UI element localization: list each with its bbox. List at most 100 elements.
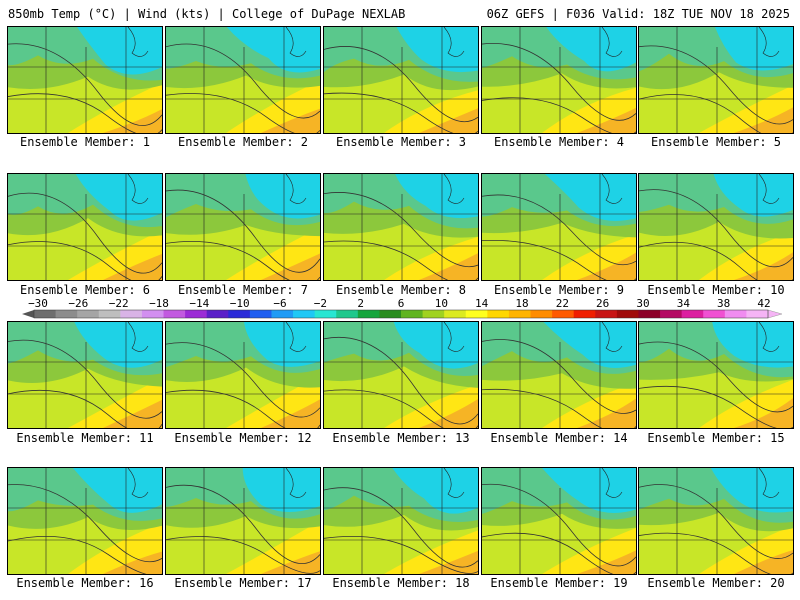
temperature-map bbox=[8, 174, 162, 280]
temperature-map bbox=[324, 174, 478, 280]
ensemble-member-label: Ensemble Member: 11 bbox=[16, 431, 154, 445]
colorbar-swatch bbox=[34, 310, 57, 318]
cold-core bbox=[392, 468, 478, 514]
hottest-band bbox=[734, 107, 793, 133]
colorbar-swatch bbox=[681, 310, 704, 318]
ensemble-map-panel bbox=[323, 26, 479, 134]
ensemble-member-label: Ensemble Member: 9 bbox=[493, 283, 625, 297]
cold-core bbox=[699, 322, 793, 368]
ensemble-map-panel bbox=[481, 173, 637, 281]
cold-core bbox=[713, 174, 793, 217]
colorbar-swatch bbox=[249, 310, 272, 318]
colorbar-swatch bbox=[573, 310, 596, 318]
colorbar-tick-label: −26 bbox=[68, 298, 88, 310]
colorbar-swatch bbox=[206, 310, 229, 318]
colorbar-tick-label: 18 bbox=[515, 298, 528, 310]
colorbar-swatch bbox=[293, 310, 316, 318]
temperature-map bbox=[166, 174, 320, 280]
colorbar-tick-label: −14 bbox=[189, 298, 209, 310]
ensemble-map-panel bbox=[7, 321, 163, 429]
colorbar-tick-label: −30 bbox=[28, 298, 48, 310]
colorbar-swatch bbox=[660, 310, 683, 318]
cold-core bbox=[72, 468, 162, 513]
hottest-band bbox=[734, 398, 793, 428]
colorbar-swatch bbox=[444, 310, 467, 318]
cold-core bbox=[384, 174, 478, 219]
hottest-band bbox=[577, 252, 636, 280]
colorbar-swatch bbox=[616, 310, 639, 318]
hottest-band bbox=[419, 398, 478, 428]
ensemble-member-label: Ensemble Member: 7 bbox=[177, 283, 309, 297]
isotherm-contours bbox=[324, 46, 478, 133]
state-boundaries bbox=[166, 468, 320, 574]
isotherm-contours bbox=[166, 484, 320, 574]
cold-core bbox=[240, 468, 320, 512]
colorbar-swatch bbox=[55, 310, 78, 318]
state-boundaries bbox=[482, 174, 636, 280]
state-boundaries bbox=[8, 468, 162, 574]
isotherm-contours bbox=[482, 42, 636, 133]
ensemble-member-label: Ensemble Member: 18 bbox=[332, 576, 470, 590]
isotherm-contours bbox=[639, 189, 793, 280]
colorbar-tick-label: −10 bbox=[230, 298, 250, 310]
isotherm-contours bbox=[324, 192, 478, 280]
hottest-band bbox=[103, 253, 162, 280]
ensemble-map-panel bbox=[638, 467, 794, 575]
ensemble-map-panel bbox=[638, 26, 794, 134]
ensemble-member-label: Ensemble Member: 15 bbox=[647, 431, 785, 445]
ensemble-member-label: Ensemble Member: 1 bbox=[19, 135, 151, 149]
cold-core bbox=[704, 468, 793, 513]
colorbar-tick-label: −6 bbox=[273, 298, 286, 310]
state-boundaries bbox=[166, 322, 320, 428]
hottest-band bbox=[577, 398, 636, 428]
colorbar-swatch bbox=[465, 310, 488, 318]
ensemble-member-label: Ensemble Member: 8 bbox=[335, 283, 467, 297]
hottest-band bbox=[103, 551, 162, 574]
hottest-band bbox=[261, 108, 320, 133]
temperature-map bbox=[8, 27, 162, 133]
ensemble-member-label: Ensemble Member: 5 bbox=[650, 135, 782, 149]
cold-core bbox=[74, 174, 162, 221]
ensemble-member-label: Ensemble Member: 3 bbox=[335, 135, 467, 149]
ensemble-map-panel bbox=[165, 467, 321, 575]
colorbar-swatch bbox=[422, 310, 445, 318]
hottest-band bbox=[734, 252, 793, 280]
colorbar-swatch bbox=[746, 310, 769, 318]
state-boundaries bbox=[324, 468, 478, 574]
state-boundaries bbox=[482, 468, 636, 574]
temperature-map bbox=[639, 174, 793, 280]
ensemble-map-panel bbox=[323, 173, 479, 281]
colorbar-swatch bbox=[530, 310, 553, 318]
isotherm-contours bbox=[639, 341, 793, 428]
cold-core bbox=[226, 27, 320, 73]
state-boundaries bbox=[639, 468, 793, 574]
ensemble-map-panel bbox=[638, 173, 794, 281]
hottest-band bbox=[261, 399, 320, 428]
temperature-map bbox=[639, 27, 793, 133]
ensemble-map-panel bbox=[165, 26, 321, 134]
temperature-map bbox=[166, 27, 320, 133]
cold-core bbox=[74, 322, 162, 368]
colorbar-tick-label: 34 bbox=[677, 298, 691, 310]
hottest-band bbox=[103, 109, 162, 133]
state-boundaries bbox=[482, 27, 636, 133]
temperature-map bbox=[8, 322, 162, 428]
colorbar-swatch bbox=[228, 310, 251, 318]
temperature-map bbox=[482, 468, 636, 574]
colorbar-swatch bbox=[77, 310, 100, 318]
colorbar-swatch bbox=[271, 310, 294, 318]
isotherm-contours bbox=[8, 339, 162, 428]
colorbar-swatch bbox=[141, 310, 165, 318]
cold-core bbox=[389, 322, 478, 369]
hottest-band bbox=[261, 253, 320, 280]
run-valid-time: 06Z GEFS | F036 Valid: 18Z TUE NOV 18 20… bbox=[486, 7, 790, 21]
ensemble-map-panel bbox=[481, 26, 637, 134]
ensemble-member-label: Ensemble Member: 12 bbox=[174, 431, 312, 445]
isotherm-contours bbox=[8, 484, 162, 574]
ensemble-map-panel bbox=[165, 173, 321, 281]
colorbar-swatch bbox=[724, 310, 747, 318]
state-boundaries bbox=[166, 27, 320, 133]
colorbar-tick-label: 30 bbox=[636, 298, 649, 310]
temperature-map bbox=[324, 468, 478, 574]
colorbar-tick-label: 6 bbox=[398, 298, 405, 310]
